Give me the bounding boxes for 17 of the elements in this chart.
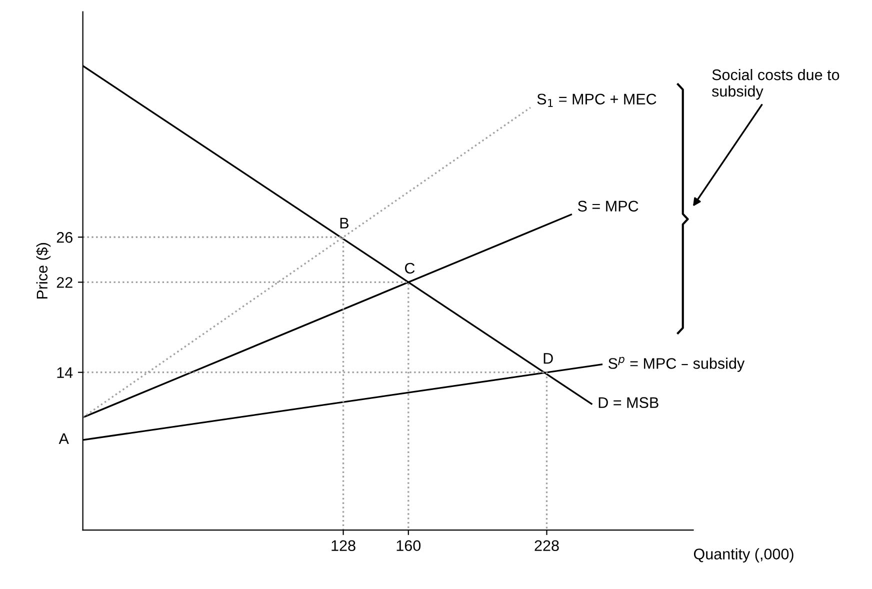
series-label: S = MPC [578,200,638,212]
annotation: B [340,218,348,228]
series-label: S$_{1}$ = MPC + MEC [537,94,656,107]
y-axis-title: Price ($) [36,243,51,299]
x-tick-label: 128 [332,540,356,552]
annotation: A [58,433,69,444]
annotation: D [544,353,553,364]
series-label: D = MSB [598,397,658,408]
x-axis-title: Quantity (,000) [694,548,794,562]
y-tick-label: 14 [57,367,73,378]
series-label: S$^{p}$ = MPC – subsidy [608,356,745,372]
annotation: C [404,262,415,274]
text: Social costs due to subsidy [712,68,840,100]
x-tick-label: 228 [534,540,559,552]
y-tick-label: 22 [56,277,72,288]
y-tick-label: 26 [56,232,72,243]
x-tick-label: 160 [396,540,421,552]
